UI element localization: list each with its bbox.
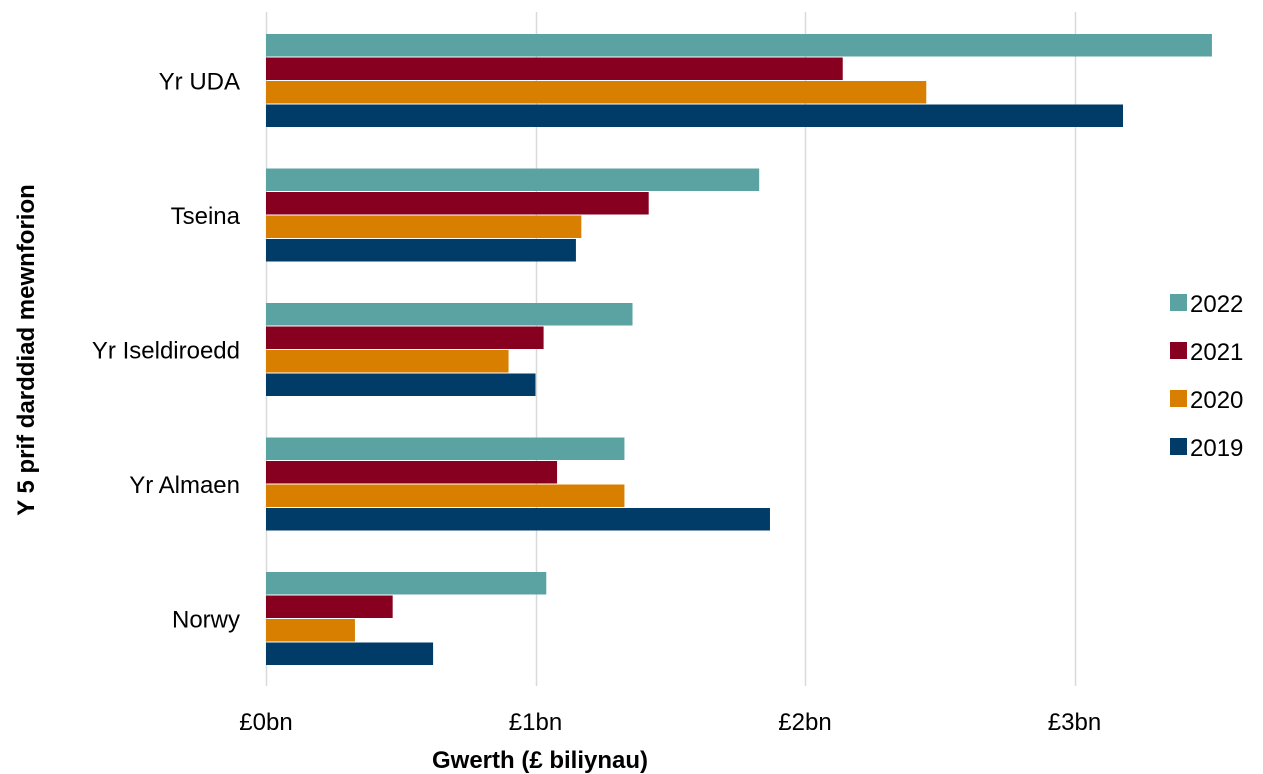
bar-2021 [266, 595, 393, 618]
bar-2021 [266, 461, 558, 484]
category-label: Yr Iseldiroedd [92, 338, 240, 365]
y-axis-title: Y 5 prif darddiad mewnforion [13, 184, 40, 516]
x-tick-label: £1bn [509, 709, 562, 736]
bar-2021 [266, 57, 843, 80]
bar-2020 [266, 215, 582, 238]
legend-label-2020: 2020 [1190, 387, 1243, 414]
bar-2021 [266, 192, 649, 215]
legend-label-2021: 2021 [1190, 339, 1243, 366]
bar-2019 [266, 642, 434, 665]
legend-swatch-2021 [1170, 342, 1187, 359]
bars [266, 34, 1212, 665]
x-axis-title: Gwerth (£ biliynau) [432, 747, 648, 774]
bar-2021 [266, 326, 544, 349]
x-tick-label: £3bn [1048, 709, 1101, 736]
bar-2022 [266, 34, 1212, 57]
legend-label-2019: 2019 [1190, 435, 1243, 462]
category-label: Norwy [172, 607, 240, 634]
category-label: Yr Almaen [129, 472, 240, 499]
x-tick-labels: £0bn £1bn £2bn £3bn [239, 709, 1101, 736]
legend-swatch-2020 [1170, 390, 1187, 407]
bar-2020 [266, 619, 355, 642]
legend-swatch-2019 [1170, 438, 1187, 455]
bar-2019 [266, 239, 576, 262]
bar-2019 [266, 508, 770, 531]
x-tick-label: £0bn [239, 709, 292, 736]
bar-2020 [266, 484, 625, 507]
bar-2019 [266, 104, 1124, 127]
bar-2022 [266, 572, 547, 595]
legend-swatch-2022 [1170, 294, 1187, 311]
bar-2022 [266, 303, 633, 326]
category-label: Yr UDA [159, 69, 240, 96]
bar-2020 [266, 350, 509, 373]
legend: 2022 2021 2020 2019 [1170, 291, 1243, 462]
bar-2019 [266, 373, 536, 396]
bar-2022 [266, 168, 760, 191]
category-labels: Yr UDA Tseina Yr Iseldiroedd Yr Almaen Norwy [92, 69, 241, 634]
category-label: Tseina [171, 203, 241, 230]
bar-2020 [266, 81, 927, 104]
bar-2022 [266, 437, 625, 460]
legend-label-2022: 2022 [1190, 291, 1243, 318]
x-tick-label: £2bn [778, 709, 831, 736]
